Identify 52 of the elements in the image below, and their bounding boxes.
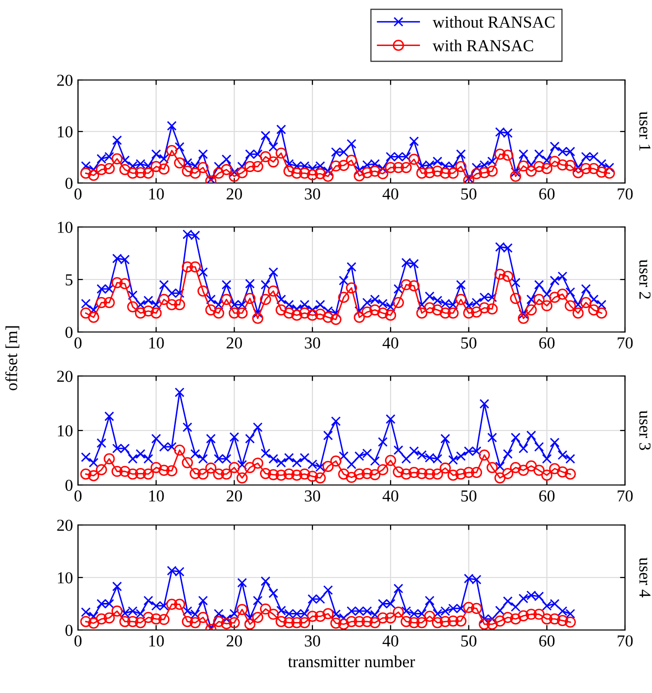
y-tick-label: 10: [58, 222, 73, 233]
y-tick-label: 10: [58, 425, 73, 436]
x-tick-label: 0: [74, 188, 82, 200]
y-tick-label: 0: [65, 624, 73, 636]
y-tick-label: 0: [65, 480, 73, 491]
x-tick-label: 60: [539, 490, 555, 502]
y-tick-label: 20: [57, 520, 73, 531]
x-axis-title: transmitter number: [288, 656, 415, 668]
x-tick-label: 10: [149, 490, 164, 502]
x-tick-label: 40: [382, 337, 398, 349]
y-tick-label: 10: [58, 572, 73, 584]
text: user 2: [639, 260, 651, 299]
x-tick-label: 40: [382, 490, 398, 502]
x-tick-label: 20: [226, 635, 242, 647]
x-tick-label: 10: [149, 635, 164, 647]
x-tick-label: 10: [149, 337, 164, 349]
x-tick-label: 60: [539, 635, 555, 647]
x-tick-label: 40: [382, 635, 398, 647]
x-tick-label: 20: [226, 337, 242, 349]
x-tick-label: 50: [461, 635, 476, 647]
y-tick-label: 5: [66, 274, 72, 286]
text: user 4: [639, 558, 650, 598]
x-tick-label: 70: [618, 635, 633, 647]
x-tick-label: 20: [226, 188, 242, 200]
y-axis-title: offset [m]: [5, 326, 20, 390]
x-tick-label: 30: [304, 490, 320, 502]
y-tick-label: 0: [65, 326, 73, 338]
x-tick-label: 40: [382, 188, 398, 200]
x-tick-label: 70: [618, 490, 633, 502]
x-tick-label: 0: [74, 337, 82, 349]
x-tick-label: 30: [304, 188, 320, 200]
y-tick-label: 20: [57, 74, 73, 86]
x-tick-label: 30: [304, 337, 320, 349]
x-tick-label: 50: [461, 490, 476, 502]
x-tick-label: 0: [74, 635, 82, 647]
x-tick-label: 70: [618, 188, 633, 200]
x-tick-label: 60: [539, 188, 555, 200]
x-tick-label: 20: [226, 490, 242, 502]
x-tick-label: 30: [304, 635, 320, 647]
y-tick-label: 20: [57, 370, 73, 382]
legend-label: with RANSAC: [432, 40, 534, 52]
x-tick-label: 70: [618, 337, 633, 349]
x-tick-label: 60: [539, 337, 555, 349]
text: user 1: [639, 112, 650, 151]
x-tick-label: 50: [461, 188, 476, 200]
y-tick-label: 10: [58, 126, 73, 138]
x-tick-label: 50: [461, 337, 476, 349]
legend-label: without RANSAC: [432, 16, 554, 28]
x-tick-label: 10: [149, 188, 164, 200]
text: user 3: [639, 410, 651, 450]
x-tick-label: 0: [74, 490, 82, 502]
y-tick-label: 0: [65, 178, 73, 189]
